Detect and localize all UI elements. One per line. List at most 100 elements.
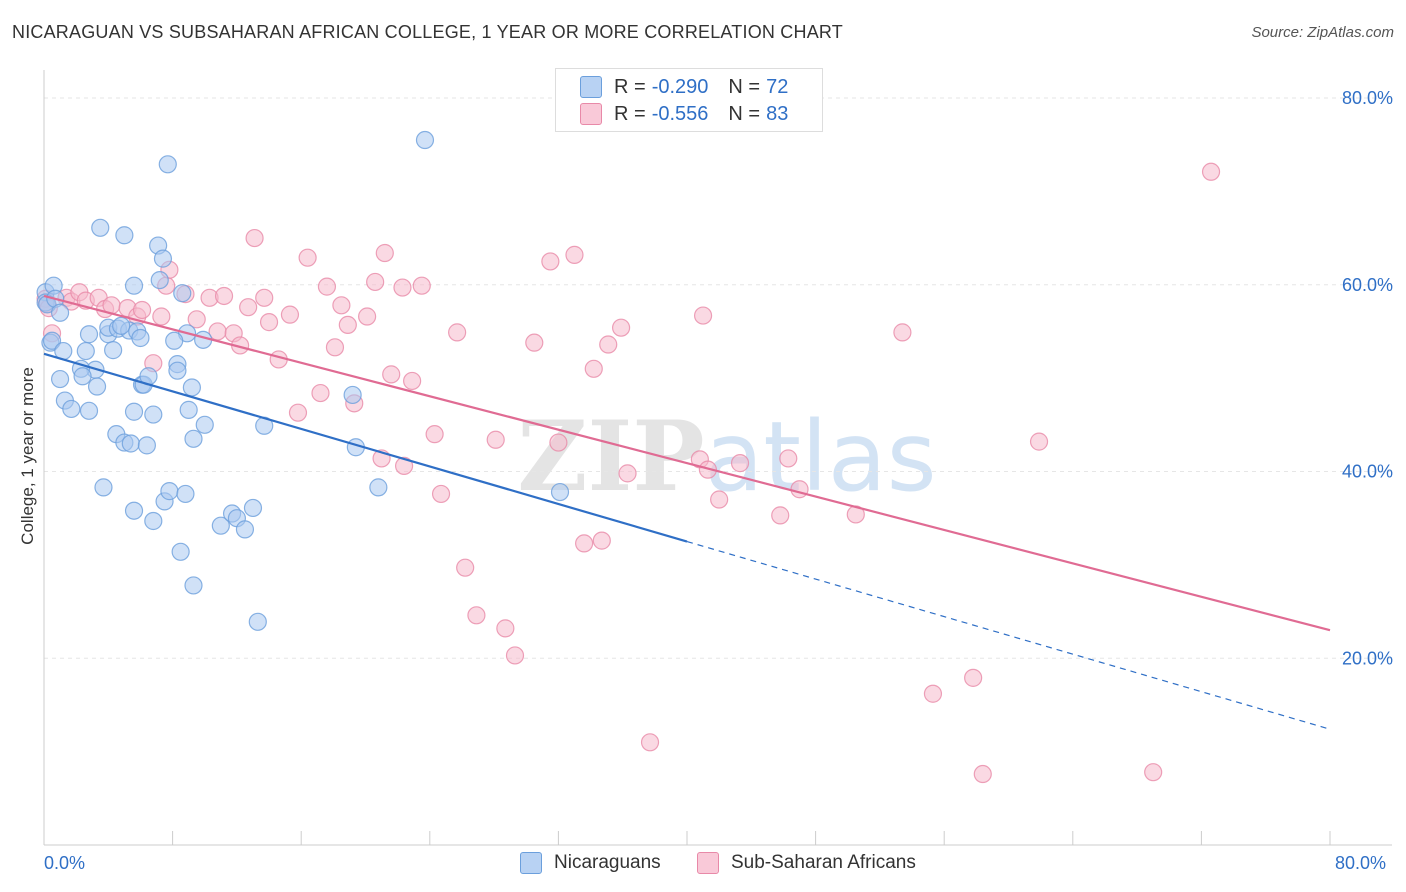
data-point-blue <box>62 399 81 419</box>
y-tick-label: 60.0% <box>1342 275 1393 295</box>
data-point-blue <box>415 130 435 150</box>
y-tick-label: 40.0% <box>1342 462 1393 482</box>
data-point-pink <box>412 276 431 295</box>
data-point-pink <box>239 298 258 317</box>
data-point-blue <box>235 520 255 539</box>
data-point-blue <box>160 482 179 501</box>
data-point-pink <box>771 506 790 525</box>
data-point-pink <box>923 684 943 703</box>
data-point-blue <box>369 478 388 497</box>
data-point-pink <box>964 668 983 687</box>
data-point-blue <box>115 226 134 245</box>
data-point-blue <box>182 378 201 397</box>
data-point-pink <box>425 425 444 444</box>
r-value: -0.290 <box>651 75 709 98</box>
data-point-blue <box>211 516 230 535</box>
data-point-pink <box>456 558 475 577</box>
blue-swatch <box>580 76 602 98</box>
data-point-blue <box>195 415 214 434</box>
data-point-pink <box>298 248 317 267</box>
data-point-pink <box>187 310 206 329</box>
data-point-pink <box>779 449 798 468</box>
data-point-pink <box>505 646 525 665</box>
data-point-blue <box>131 328 150 348</box>
data-point-blue <box>124 501 144 520</box>
pink-swatch <box>580 103 602 125</box>
n-label: N = <box>728 102 761 125</box>
legend-item-subsaharan[interactable]: Sub-Saharan Africans <box>697 852 916 874</box>
data-point-pink <box>245 228 264 248</box>
x-tick-max: 80.0% <box>1335 853 1387 873</box>
legend-label: Nicaraguans <box>554 852 661 873</box>
r-value: -0.556 <box>651 102 709 125</box>
data-point-pink <box>584 359 603 378</box>
data-point-pink <box>467 606 486 625</box>
trendline-nicaraguans-projection <box>686 540 1331 730</box>
data-point-pink <box>366 272 385 292</box>
data-point-blue <box>158 155 177 174</box>
data-point-pink <box>152 307 171 326</box>
data-point-blue <box>124 276 144 295</box>
data-point-blue <box>50 303 70 322</box>
data-point-pink <box>618 464 637 483</box>
data-point-blue <box>144 405 163 424</box>
y-axis-label: College, 1 year or more <box>18 367 37 545</box>
legend-label: Sub-Saharan Africans <box>731 852 916 873</box>
data-point-blue <box>248 612 267 631</box>
data-point-blue <box>171 542 190 561</box>
stats-row-nicaraguans: R = -0.290 N = 72 <box>580 75 788 99</box>
data-point-pink <box>317 277 337 296</box>
data-point-pink <box>311 383 330 403</box>
y-tick-label: 80.0% <box>1342 88 1393 108</box>
stats-row-subsaharan: R = -0.556 N = 83 <box>580 102 788 126</box>
chart-title: NICARAGUAN VS SUBSAHARAN AFRICAN COLLEGE… <box>12 22 843 42</box>
data-point-pink <box>640 733 660 752</box>
source-label: Source: ZipAtlas.com <box>1251 24 1394 41</box>
trendline-subsaharan <box>43 294 1331 632</box>
data-point-pink <box>730 454 750 473</box>
data-point-pink <box>259 313 279 332</box>
data-point-pink <box>214 286 234 306</box>
data-point-blue <box>144 511 163 531</box>
data-point-blue <box>165 331 184 350</box>
r-label: R = <box>614 102 646 125</box>
data-point-blue <box>550 482 570 502</box>
data-point-pink <box>1201 162 1221 181</box>
data-point-blue <box>76 341 95 361</box>
data-point-pink <box>325 338 345 357</box>
n-value: 72 <box>766 75 789 98</box>
data-point-blue <box>124 402 144 421</box>
data-point-blue <box>50 369 70 389</box>
data-point-pink <box>611 318 631 337</box>
data-point-blue <box>173 284 192 303</box>
data-point-blue <box>73 367 92 386</box>
data-point-pink <box>541 252 560 271</box>
data-point-pink <box>565 245 584 264</box>
data-point-pink <box>255 288 274 307</box>
data-point-pink <box>549 433 568 452</box>
data-point-pink <box>592 531 611 550</box>
data-point-pink <box>132 300 152 320</box>
data-point-blue <box>91 218 110 237</box>
data-point-blue <box>179 400 198 419</box>
n-label: N = <box>728 75 761 98</box>
data-point-pink <box>486 430 505 449</box>
data-point-blue <box>184 576 203 595</box>
legend-item-nicaraguans[interactable]: Nicaraguans <box>520 852 661 874</box>
data-point-pink <box>431 484 451 504</box>
trendline-nicaraguans <box>43 352 688 543</box>
data-point-pink <box>693 306 713 325</box>
blue-swatch <box>520 852 542 874</box>
data-point-blue <box>153 249 173 268</box>
data-point-pink <box>525 333 544 352</box>
data-point-blue <box>87 377 107 396</box>
y-tick-label: 20.0% <box>1342 648 1393 668</box>
r-label: R = <box>614 75 646 98</box>
data-point-blue <box>79 401 99 420</box>
data-point-blue <box>121 434 140 453</box>
data-point-blue <box>42 331 62 350</box>
n-value: 83 <box>766 102 789 125</box>
data-point-blue <box>79 325 99 344</box>
data-point-pink <box>1029 432 1049 451</box>
